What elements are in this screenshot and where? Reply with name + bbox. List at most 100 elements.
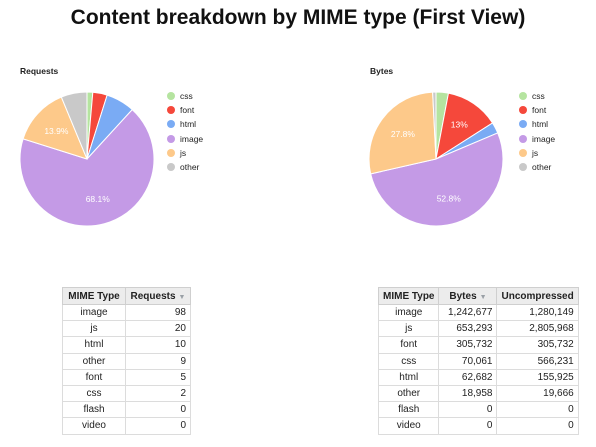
legend-label: js: [180, 147, 187, 158]
requests-chart-title: Requests: [20, 66, 59, 76]
legend-swatch-icon: [519, 92, 527, 101]
table-row: flash 0 0: [377, 401, 579, 419]
mime-type-cell: other: [62, 352, 126, 370]
mime-type-cell: image: [377, 303, 440, 322]
mime-type-cell: other: [377, 384, 440, 403]
table-row: other 18,958 19,666: [377, 384, 579, 403]
legend-label: image: [532, 133, 556, 144]
legend-item-html[interactable]: html: [519, 117, 555, 131]
table-row: video 0 0: [377, 417, 579, 435]
legend-label: image: [180, 133, 204, 144]
table-row: video 0: [62, 417, 191, 435]
legend-swatch-icon: [167, 134, 175, 143]
table-header-row: MIME Type Bytes ▼ Uncompressed: [377, 287, 579, 305]
legend-swatch-icon: [519, 120, 527, 129]
requests-chart: Requests 68.1% 13.9% css font html image js ot…: [10, 58, 300, 258]
page-title: Content breakdown by MIME type (First Vi…: [70, 6, 526, 29]
mime-type-header[interactable]: MIME Type: [377, 287, 440, 305]
table-row: js 20: [62, 320, 191, 338]
legend-label: html: [532, 119, 549, 130]
sort-desc-icon: ▼: [178, 293, 186, 301]
legend-item-other[interactable]: other: [519, 160, 555, 174]
mime-type-cell: video: [377, 417, 440, 435]
table-row: font 5: [62, 368, 191, 386]
bytes-table: MIME Type Bytes ▼ Uncompressed image 1,242…: [377, 287, 579, 435]
table-row: flash 0: [62, 401, 191, 419]
slice-label-js: 27.8%: [391, 129, 416, 139]
table-row: css 70,061 566,231: [377, 352, 579, 370]
slice-label-image: 68.1%: [86, 194, 111, 204]
mime-type-cell: font: [62, 368, 126, 386]
pie-slice-other[interactable]: [60, 91, 88, 160]
legend-swatch-icon: [519, 163, 527, 172]
mime-type-cell: font: [377, 336, 440, 354]
legend-item-image[interactable]: image: [167, 132, 203, 146]
table-row: image 1,242,677 1,280,149: [377, 303, 579, 322]
value-cell: 2: [125, 384, 191, 403]
legend-label: js: [532, 147, 539, 158]
mime-type-header[interactable]: MIME Type: [62, 287, 126, 305]
legend-item-css[interactable]: css: [167, 89, 203, 103]
bytes-pie: 13% 52.8% 27.8%: [368, 91, 504, 227]
legend-item-html[interactable]: html: [167, 117, 203, 131]
table-row: image 98: [62, 303, 191, 322]
legend-label: other: [180, 162, 200, 173]
uncompressed-header[interactable]: Uncompressed: [496, 287, 579, 305]
legend-label: font: [180, 105, 195, 116]
value-cell: 0: [125, 401, 191, 419]
table-header-row: MIME Type Requests ▼: [62, 287, 191, 305]
requests-table: MIME Type Requests ▼ image 98 js 20 html 10 oth…: [62, 287, 191, 435]
table-row: html 10: [62, 336, 191, 354]
legend-item-image[interactable]: image: [519, 132, 555, 146]
value-cell: 0: [438, 401, 498, 419]
value-cell: 0: [438, 417, 498, 435]
legend-label: css: [532, 91, 545, 102]
legend-label: css: [180, 91, 193, 102]
requests-header[interactable]: Requests ▼: [125, 287, 191, 305]
pie-slice-js[interactable]: [22, 96, 88, 160]
value-cell: 2,805,968: [496, 320, 579, 338]
legend-item-font[interactable]: font: [167, 103, 203, 117]
pie-slice-image[interactable]: [19, 108, 155, 227]
legend-item-js[interactable]: js: [519, 146, 555, 160]
legend-swatch-icon: [519, 134, 527, 143]
legend-swatch-icon: [167, 92, 175, 101]
value-cell: 20: [125, 320, 191, 338]
value-cell: 0: [496, 401, 579, 419]
value-cell: 9: [125, 352, 191, 370]
value-cell: 5: [125, 368, 191, 386]
value-cell: 10: [125, 336, 191, 354]
mime-type-cell: flash: [377, 401, 440, 419]
legend-swatch-icon: [167, 106, 175, 115]
pie-slice-font[interactable]: [435, 92, 494, 161]
value-cell: 305,732: [438, 336, 498, 354]
table-row: js 653,293 2,805,968: [377, 320, 579, 338]
legend-swatch-icon: [519, 148, 527, 157]
value-cell: 0: [125, 417, 191, 435]
requests-pie: 68.1% 13.9%: [19, 91, 155, 227]
legend-swatch-icon: [519, 106, 527, 115]
legend-item-js[interactable]: js: [167, 146, 203, 160]
bytes-chart: Bytes 13% 52.8% 27.8% css font html image js ot…: [362, 58, 596, 258]
table-row: font 305,732 305,732: [377, 336, 579, 354]
legend-swatch-icon: [167, 163, 175, 172]
legend-item-other[interactable]: other: [167, 160, 203, 174]
bytes-chart-title: Bytes: [370, 66, 394, 76]
table-row: other 9: [62, 352, 191, 370]
bytes-header[interactable]: Bytes ▼: [438, 287, 498, 305]
pie-slice-image[interactable]: [370, 132, 504, 227]
value-cell: 653,293: [438, 320, 498, 338]
value-cell: 1,242,677: [438, 303, 498, 322]
pie-slice-other[interactable]: [432, 91, 437, 160]
slice-label-image: 52.8%: [437, 194, 462, 204]
legend-item-css[interactable]: css: [519, 89, 555, 103]
value-cell: 155,925: [496, 368, 579, 386]
value-cell: 19,666: [496, 384, 579, 403]
mime-type-cell: flash: [62, 401, 126, 419]
mime-type-cell: css: [62, 384, 126, 403]
legend-label: font: [532, 105, 547, 116]
slice-label-js: 13.9%: [44, 126, 69, 136]
legend-item-font[interactable]: font: [519, 103, 555, 117]
pie-slice-js[interactable]: [368, 91, 437, 175]
mime-type-cell: css: [377, 352, 440, 370]
